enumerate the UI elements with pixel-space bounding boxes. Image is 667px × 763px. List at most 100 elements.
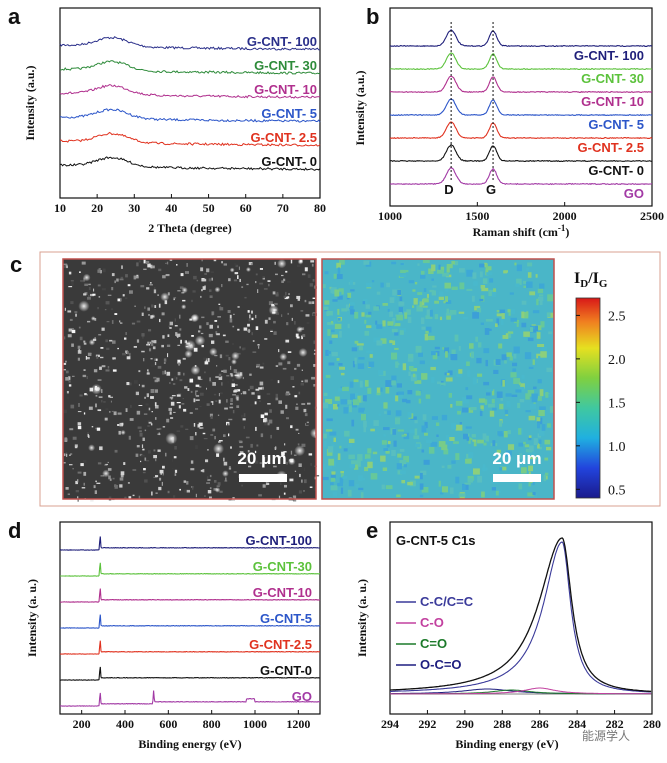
optical-speck [218,373,222,378]
map-pixel [514,262,517,266]
map-pixel [531,395,538,403]
optical-speck [148,314,150,316]
panel-label-c: c [10,252,22,277]
optical-speck [63,362,67,365]
optical-speck [101,365,106,368]
optical-speck [111,273,115,277]
optical-speck [68,271,72,275]
optical-speck [218,393,220,397]
map-pixel [370,473,378,480]
xps-survey-x-ticks: 200 400 600 800 1000 1200 [73,710,310,731]
map-pixel [531,393,538,399]
optical-speck [168,407,172,411]
optical-speck [162,370,165,375]
optical-speck [195,408,199,410]
optical-speck [99,446,103,451]
map-pixel [445,435,450,442]
map-pixel [465,426,472,429]
optical-speck [171,468,174,470]
map-pixel [473,281,478,286]
optical-speck [126,382,130,386]
xrd-series-label: G-CNT- 5 [261,106,317,121]
map-pixel [508,312,511,316]
optical-speck [157,365,162,369]
optical-speck [134,305,136,307]
optical-speck [63,265,66,268]
map-pixel [443,448,449,455]
optical-speck [254,460,259,464]
map-pixel [332,299,338,302]
optical-speck [166,344,171,347]
optical-speck [141,384,145,387]
optical-speck [189,379,194,383]
xrd-series-label: G-CNT- 100 [247,34,317,49]
optical-speck [273,465,277,468]
x-tick-label: 288 [493,717,511,731]
map-pixel [523,285,527,288]
optical-speck [82,374,87,378]
map-pixel [333,318,336,325]
optical-speck [193,398,196,403]
optical-speck [128,382,132,386]
optical-sparkle [151,314,156,319]
map-pixel [354,463,359,470]
optical-speck [144,457,147,461]
optical-speck [200,295,202,298]
optical-speck [105,408,109,410]
optical-speck [233,471,237,473]
map-pixel [506,352,512,357]
map-pixel [339,477,344,484]
map-pixel [323,306,329,311]
optical-sparkle [165,432,178,445]
map-pixel [528,482,531,487]
map-pixel [370,428,375,432]
optical-sparkle [194,335,206,346]
optical-speck [216,365,218,367]
map-pixel [498,343,503,349]
optical-speck [87,352,92,356]
optical-speck [203,357,207,360]
map-pixel [365,314,372,318]
optical-speck [304,467,306,472]
xrd-series-lines [59,36,321,171]
optical-speck [212,382,216,386]
map-pixel [436,422,440,426]
optical-speck [223,457,225,462]
map-pixel [432,352,438,360]
optical-speck [78,326,81,329]
map-pixel [504,360,507,364]
map-pixel [400,470,406,475]
map-pixel [539,389,544,397]
optical-speck [242,376,244,380]
map-pixel [507,444,515,450]
optical-speck [290,376,294,380]
optical-speck [187,388,190,391]
optical-speck [155,389,158,393]
map-pixel [324,300,330,305]
map-pixel [338,288,344,295]
map-pixel [537,288,544,294]
optical-speck [84,393,87,395]
optical-speck [107,468,112,471]
optical-speck [313,384,316,387]
map-pixel [444,347,450,353]
optical-speck [151,364,156,368]
optical-speck [304,413,308,417]
map-pixel [449,487,454,494]
map-pixel [364,466,369,472]
map-pixel [484,399,488,405]
optical-speck [290,425,293,429]
map-pixel [391,261,397,265]
optical-sparkle [88,444,96,452]
optical-speck [111,320,114,324]
map-pixel [361,312,365,317]
map-pixel [396,383,402,388]
optical-speck [242,418,246,421]
optical-speck [150,342,154,346]
optical-speck [94,490,97,494]
map-pixel [545,394,553,398]
map-pixel [424,432,428,436]
map-pixel [416,305,423,312]
map-pixel [366,325,372,329]
map-pixel [399,448,405,452]
